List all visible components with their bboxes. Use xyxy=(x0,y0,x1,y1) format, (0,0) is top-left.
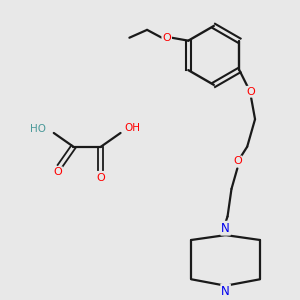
Text: O: O xyxy=(247,87,256,97)
Text: HO: HO xyxy=(30,124,46,134)
Text: OH: OH xyxy=(124,123,140,133)
Text: N: N xyxy=(221,222,230,235)
Text: O: O xyxy=(53,167,62,177)
Text: N: N xyxy=(221,285,230,298)
Text: O: O xyxy=(162,33,171,43)
Text: O: O xyxy=(233,156,242,167)
Text: O: O xyxy=(97,173,105,183)
